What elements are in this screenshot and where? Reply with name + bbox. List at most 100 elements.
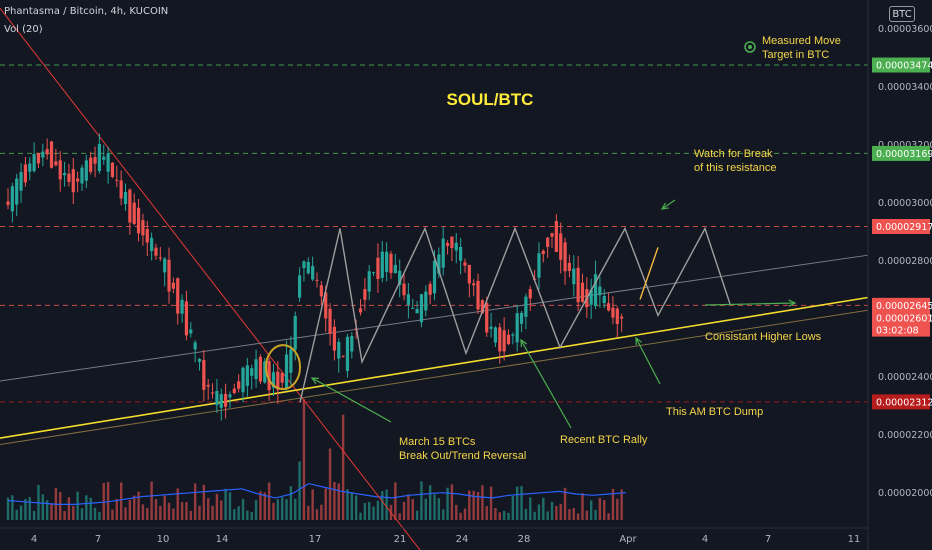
candle-body [445,243,450,246]
volume-bar [363,502,367,520]
candle-body [319,285,323,297]
volume-bar [415,510,419,520]
candle-body [284,354,289,389]
candle-body [202,359,206,390]
volume-bar [67,497,71,520]
candle-body [267,361,271,391]
volume-bar [428,485,432,520]
candle-body [363,289,367,300]
candle-body [245,365,249,386]
price-label-box [872,218,930,234]
volume-bar [489,486,493,520]
volume-bar [463,508,467,520]
candle-body [76,178,80,182]
candle-body [306,261,310,274]
candle-body [398,270,402,285]
candle-body [463,262,467,266]
price-label: 0.00002601 [876,314,932,325]
candle-body [415,309,419,314]
volume-bar [198,505,201,520]
volume-bar [102,482,105,520]
volume-bar [485,506,488,520]
candle-body [341,355,345,357]
price-tick-label: 0.00003000 [878,198,932,209]
volume-bar [381,491,384,520]
candle-body [524,296,528,317]
candle-body [480,300,484,314]
candle-body [280,372,284,383]
volume-bar [433,494,436,520]
volume-bar [24,499,27,520]
candle-body [580,282,585,302]
candle-body [93,157,97,164]
candle-body [593,274,598,307]
volume-bar [616,498,619,520]
time-axis: 4 7 10 14 17 21 24 28 Apr 4 7 11 [0,527,868,545]
volume-bar [124,507,127,520]
annotation-text: Measured Move [762,35,841,47]
volume-bar [511,496,515,520]
candle-body [424,291,428,311]
candle-body [550,233,554,237]
volume-bar [359,512,362,520]
volume-bar [189,510,192,520]
volume-bar [159,505,162,520]
candle-body [441,238,445,268]
candle-body [559,233,563,260]
volume-bar [307,505,310,520]
time-tick-label: 7 [95,534,101,545]
volume-bar [394,482,397,520]
price-axis: 0.00003600 0.00003400 0.00003200 0.00003000… [867,0,932,550]
candle-body [263,361,267,383]
volume-bar [220,500,223,520]
arrow-head [310,377,320,385]
volume-bar [41,494,45,520]
volume-bar [119,482,123,520]
volume-bar [137,491,140,520]
candle-body [350,336,354,352]
volume-bar [529,497,532,520]
candle-body [10,186,14,212]
volume-bar [141,504,145,520]
candle-body [606,303,611,311]
price-tick-label: 0.00002200 [878,430,932,441]
price-label-box [872,145,930,161]
up-arrow [639,247,659,300]
volume-bar [215,493,219,520]
volume-bar [346,489,349,520]
volume-bar [294,498,297,520]
annotation-text: of this resistance [694,162,777,174]
volume-bar [572,508,575,520]
quote-currency-badge[interactable]: BTC [889,6,915,22]
trend-lines [0,7,869,550]
time-tick-label: 4 [702,534,708,545]
volume-bar [163,495,166,520]
candle-body [454,242,458,251]
symbol-title[interactable]: Phantasma / Bitcoin, 4h, KUCOIN [4,6,169,17]
volume-bar [520,486,523,520]
candle-body [219,394,223,408]
volume-bar [180,502,184,520]
volume-bar [494,508,497,520]
candle-body [376,257,380,280]
volume-bar [172,508,175,520]
volume-bar [598,497,602,520]
volume-bar [176,488,179,520]
volume-bar [585,510,589,520]
candle-body [563,242,567,272]
candle-body [328,308,332,334]
volume-indicator-label[interactable]: Vol (20) [4,24,43,35]
time-tick-label: Apr [619,534,637,545]
candle-body [49,141,54,168]
volume-bar [472,490,475,520]
volume-bar [481,485,484,520]
candle-body [237,381,241,389]
candle-body [123,191,128,205]
volume-bar [524,508,528,520]
volume-bar [263,492,266,520]
price-tick-label: 0.00002000 [878,488,932,499]
volume-bar [202,484,206,520]
volume-bar [272,502,275,520]
time-tick-label: 10 [157,534,170,545]
